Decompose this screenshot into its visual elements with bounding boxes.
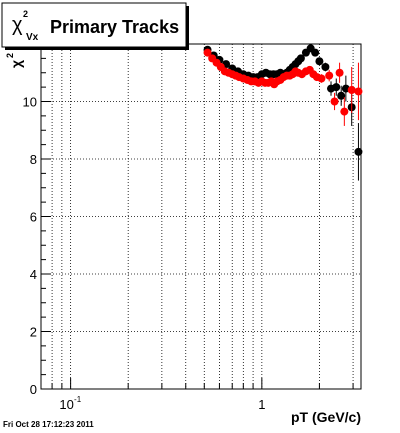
data-point [335, 68, 344, 77]
y-tick-label: 2 [30, 325, 37, 340]
data-points [203, 44, 363, 181]
title-box: χ 2 Vx Primary Tracks [1, 2, 189, 50]
title-symbol-sub: Vx [26, 32, 39, 43]
y-tick-label: 4 [30, 267, 37, 282]
data-point [337, 91, 346, 100]
x-tick-label: 10 [59, 397, 73, 412]
x-axis-title: pT (GeV/c) [291, 409, 361, 425]
title-box-shadow-right [186, 6, 189, 50]
data-point [332, 83, 341, 92]
title-symbol-sup: 2 [23, 9, 28, 19]
data-point [203, 48, 212, 57]
footer-timestamp: Fri Oct 28 17:12:23 2011 [3, 420, 94, 429]
y-axis-title-sup: 2 [5, 53, 15, 58]
data-point [330, 97, 339, 106]
y-tick-label: 8 [30, 152, 37, 167]
y-axis-title-symbol: χ [8, 60, 24, 68]
y-tick-label: 0 [30, 382, 37, 397]
data-point [354, 147, 363, 156]
x-tick-label-exponent: -1 [74, 395, 82, 404]
data-point [315, 57, 324, 66]
data-point [311, 48, 320, 57]
x-tick-label: 1 [258, 397, 265, 412]
y-axis-title: χ 2 [5, 53, 24, 68]
data-point [354, 87, 363, 96]
data-point [347, 86, 356, 94]
chart-title: Primary Tracks [50, 17, 179, 37]
data-point [325, 71, 334, 80]
data-point [296, 54, 305, 63]
y-tick-label: 6 [30, 210, 37, 225]
data-point [317, 74, 326, 83]
title-symbol: χ [12, 14, 23, 36]
y-tick-label: 10 [23, 95, 37, 110]
data-point [321, 63, 330, 71]
title-box-shadow-bottom [5, 47, 189, 50]
data-point [340, 107, 349, 116]
